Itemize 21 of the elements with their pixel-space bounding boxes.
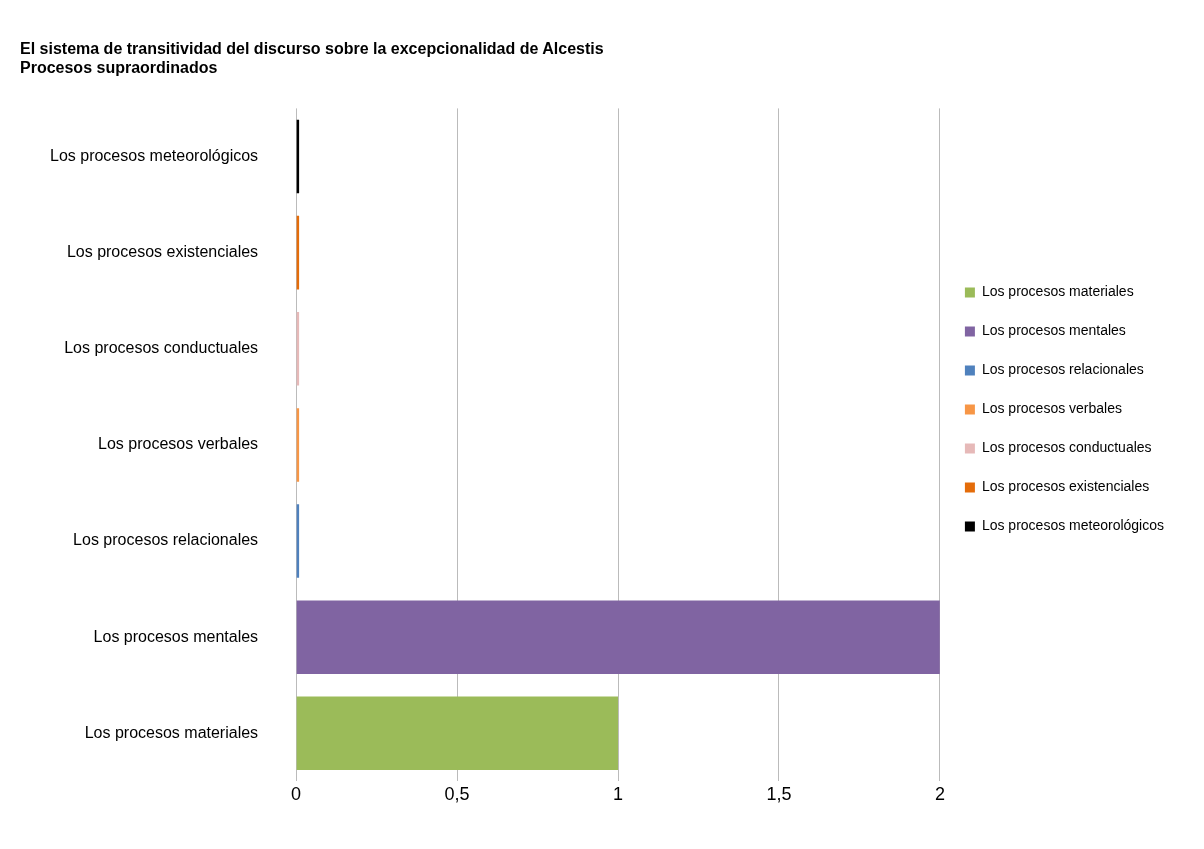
x-tick-label: 2 [934, 784, 945, 805]
legend-label: Los procesos meteorológicos [981, 517, 1165, 534]
y-tick-label: Los procesos materiales [84, 723, 259, 741]
y-tick-label: Los procesos meteorológicos [50, 146, 259, 164]
legend-label: Los procesos existenciales [981, 478, 1150, 495]
y-tick-label: Los procesos relacionales [73, 531, 259, 549]
y-tick-label: Los procesos mentales [93, 627, 259, 645]
x-tick-label: 1 [613, 784, 624, 805]
legend-label: Los procesos materiales [981, 283, 1134, 300]
text: Procesos supraordinados [20, 59, 218, 77]
y-tick-label: Los procesos verbales [98, 435, 259, 453]
legend-label: Los procesos verbales [981, 400, 1122, 417]
x-tick-label: 0 [291, 784, 302, 805]
x-tick-label: 1,5 [766, 784, 792, 805]
legend-label: Los procesos mentales [981, 322, 1126, 339]
y-tick-label: Los procesos conductuales [64, 339, 259, 357]
legend-label: Los procesos relacionales [981, 361, 1144, 378]
y-tick-label: Los procesos existenciales [66, 243, 259, 261]
chart-title: El sistema de transitividad del discurso sobre la excepcionalidad de Alcestis [20, 40, 604, 58]
legend-label: Los procesos conductuales [981, 439, 1152, 456]
x-tick-label: 0,5 [444, 784, 470, 805]
